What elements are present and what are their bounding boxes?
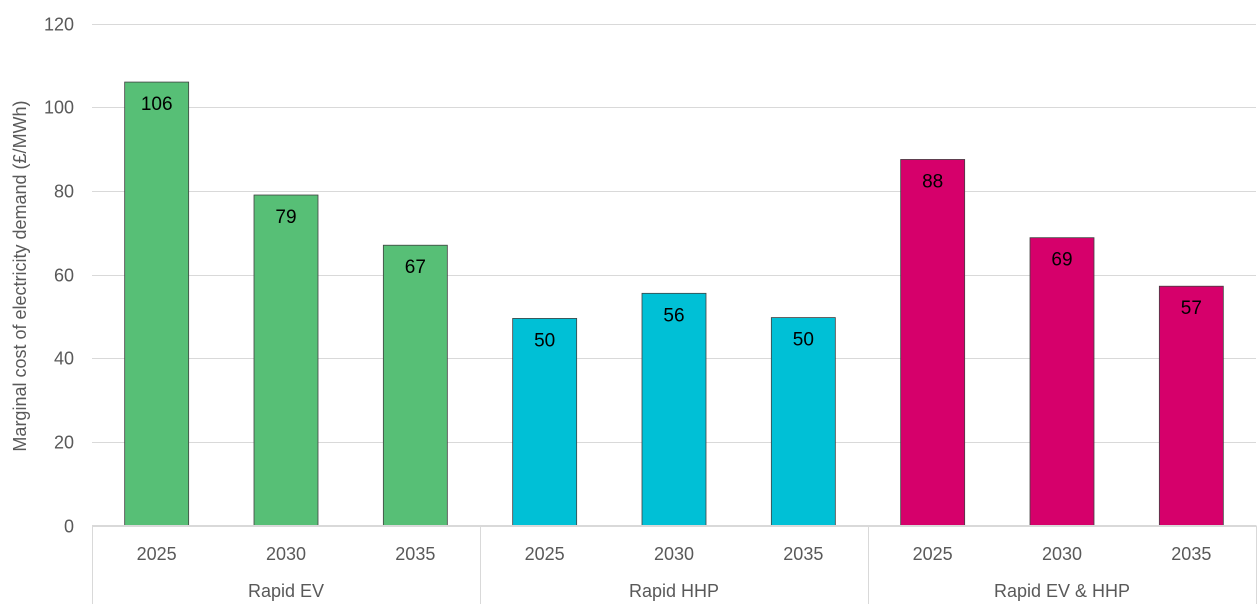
y-tick-label: 100 xyxy=(44,98,74,118)
x-tick-label: 2025 xyxy=(913,544,953,564)
x-group-label: Rapid EV & HHP xyxy=(994,581,1130,601)
bar xyxy=(253,194,319,526)
data-labels: 106 79 67 50 56 50 88 69 57 xyxy=(141,94,1202,351)
data-label: 88 xyxy=(922,171,943,192)
x-group-label: Rapid EV xyxy=(248,581,324,601)
y-tick-label: 60 xyxy=(54,266,74,286)
x-group-label: Rapid HHP xyxy=(629,581,719,601)
y-axis-title: Marginal cost of electricity demand (£/M… xyxy=(10,100,30,451)
x-axis: 2025 2030 2035 Rapid EV 2025 2030 2035 Rapid HH… xyxy=(92,525,1257,604)
bar xyxy=(641,292,707,526)
x-tick-label: 2035 xyxy=(395,544,435,564)
y-tick-label: 120 xyxy=(44,15,74,35)
x-tick-label: 2025 xyxy=(525,544,565,564)
data-label: 79 xyxy=(275,207,296,228)
bars xyxy=(124,81,1224,526)
x-tick-label: 2030 xyxy=(266,544,306,564)
data-label: 57 xyxy=(1181,298,1202,319)
x-tick-label: 2030 xyxy=(1042,544,1082,564)
data-label: 56 xyxy=(663,305,684,326)
bar xyxy=(1029,237,1095,526)
y-tick-label: 0 xyxy=(64,517,74,537)
y-tick-label: 40 xyxy=(54,349,74,369)
data-label: 69 xyxy=(1051,250,1072,271)
x-tick-label: 2025 xyxy=(137,544,177,564)
y-axis-ticks: 0 20 40 60 80 100 120 xyxy=(44,15,74,537)
x-tick-label: 2035 xyxy=(1171,544,1211,564)
bar xyxy=(1158,285,1224,526)
bar xyxy=(770,317,836,526)
bar xyxy=(124,81,190,526)
data-label: 106 xyxy=(141,94,173,115)
x-tick-label: 2035 xyxy=(783,544,823,564)
bar xyxy=(900,159,966,526)
bar xyxy=(382,244,448,526)
y-tick-label: 80 xyxy=(54,182,74,202)
x-tick-label: 2030 xyxy=(654,544,694,564)
data-label: 50 xyxy=(793,330,814,351)
y-tick-label: 20 xyxy=(54,433,74,453)
data-label: 50 xyxy=(534,330,555,351)
data-label: 67 xyxy=(405,257,426,278)
